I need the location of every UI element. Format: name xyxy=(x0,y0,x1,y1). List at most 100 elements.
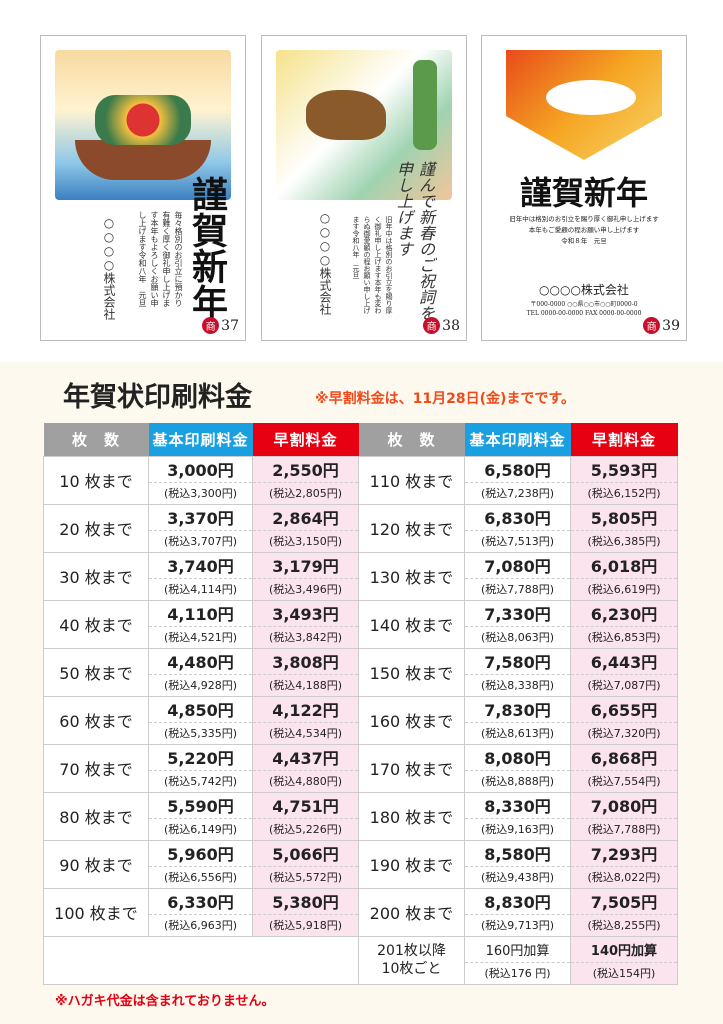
quantity-label: 170 枚まで xyxy=(358,743,465,793)
early-price-tax: (税込6,619円) xyxy=(570,578,678,601)
greeting: 謹賀新年 xyxy=(186,176,228,320)
quantity-label: 90 枚まで xyxy=(43,839,149,889)
basic-price: 3,740円 xyxy=(148,551,253,579)
quantity-label: 180 枚まで xyxy=(358,791,465,841)
early-price: 3,808円 xyxy=(252,647,359,675)
basic-price-tax: (税込6,963円) xyxy=(148,914,253,937)
card-sample-37[interactable]: 謹賀新年 毎々格別のお引立に預かり有難く厚く御礼申し上げます本年もよろしくお願い… xyxy=(40,35,246,341)
table-row-extra-tax: (税込176 円) (税込154円) xyxy=(44,962,678,985)
early-discount-note: ※早割料金は、11月28日(金)までです。 xyxy=(315,391,575,407)
early-price-tax: (税込3,842円) xyxy=(252,626,359,649)
early-price-tax: (税込4,880円) xyxy=(252,770,359,793)
table-row: 20 枚まで 3,370円 2,864円 120 枚まで 6,830円 5,805円 xyxy=(43,503,678,553)
greeting: 謹んで新春のご祝詞を申し上げます xyxy=(394,161,435,321)
basic-price: 6,580円 xyxy=(464,455,571,483)
early-price: 2,550円 xyxy=(252,455,359,483)
early-price-tax: (税込7,087円) xyxy=(570,674,678,697)
basic-price: 5,960円 xyxy=(148,839,253,867)
early-price-tax: (税込8,022円) xyxy=(570,866,678,889)
card-samples-area: 謹賀新年 毎々格別のお引立に預かり有難く厚く御礼申し上げます本年もよろしくお願い… xyxy=(0,0,723,362)
basic-price-tax: (税込5,742円) xyxy=(148,770,253,793)
early-price: 5,066円 xyxy=(252,839,359,867)
basic-price-tax: (税込7,788円) xyxy=(464,578,571,601)
header-count: 枚 数 xyxy=(43,423,149,456)
quantity-label: 80 枚まで xyxy=(43,791,149,841)
basic-price-tax: (税込8,613円) xyxy=(464,722,571,745)
early-price-tax: (税込5,572円) xyxy=(252,866,359,889)
extra-label: 201枚以降 10枚ごと xyxy=(358,935,465,985)
early-price: 6,230円 xyxy=(570,599,678,627)
early-price-tax: (税込3,496円) xyxy=(252,578,359,601)
quantity-label: 140 枚まで xyxy=(358,599,465,649)
basic-price-tax: (税込9,163円) xyxy=(464,818,571,841)
quantity-label: 20 枚まで xyxy=(43,503,149,553)
basic-price: 6,330円 xyxy=(148,887,253,915)
basic-price-tax: (税込9,438円) xyxy=(464,866,571,889)
card-number: 商 39 xyxy=(643,317,680,334)
quantity-label: 160 枚まで xyxy=(358,695,465,745)
basic-price: 4,110円 xyxy=(148,599,253,627)
basic-price-tax: (税込4,928円) xyxy=(148,674,253,697)
early-price-tax: (税込4,534円) xyxy=(252,722,359,745)
greeting: 謹賀新年 xyxy=(519,174,648,212)
quantity-label: 100 枚まで xyxy=(43,887,149,937)
early-price-tax: (税込6,152円) xyxy=(570,482,678,505)
early-price-tax: (税込6,385円) xyxy=(570,530,678,553)
basic-price: 3,370円 xyxy=(148,503,253,531)
basic-price-tax: (税込7,238円) xyxy=(464,482,571,505)
basic-price-tax: (税込5,335円) xyxy=(148,722,253,745)
basic-price-tax: (税込3,300円) xyxy=(148,482,253,505)
basic-price-tax: (税込6,149円) xyxy=(148,818,253,841)
basic-price: 8,580円 xyxy=(464,839,571,867)
basic-price-tax: (税込7,513円) xyxy=(464,530,571,553)
early-price: 3,493円 xyxy=(252,599,359,627)
early-price: 7,293円 xyxy=(570,839,678,867)
basic-price: 7,330円 xyxy=(464,599,571,627)
company: ○○○○株式会社 xyxy=(318,211,332,315)
table-row: 100 枚まで 6,330円 5,380円 200 枚まで 8,830円 7,505円 xyxy=(43,887,678,937)
early-price: 6,018円 xyxy=(570,551,678,579)
card-sample-38[interactable]: 謹んで新春のご祝詞を申し上げます 旧年中は格別のお引立を賜り厚く御礼申し上げます… xyxy=(261,35,467,341)
early-price: 2,864円 xyxy=(252,503,359,531)
quantity-label: 60 枚まで xyxy=(43,695,149,745)
card-number: 商 38 xyxy=(423,317,460,334)
basic-price: 5,590円 xyxy=(148,791,253,819)
quantity-label: 190 枚まで xyxy=(358,839,465,889)
table-row: 30 枚まで 3,740円 3,179円 130 枚まで 7,080円 6,018円 xyxy=(43,551,678,601)
company: ○○○○株式会社 xyxy=(102,216,116,320)
table-row: 70 枚まで 5,220円 4,437円 170 枚まで 8,080円 6,868円 xyxy=(43,743,678,793)
early-price: 7,505円 xyxy=(570,887,678,915)
extra-early-tax: (税込154円) xyxy=(570,962,678,985)
table-row: 90 枚まで 5,960円 5,066円 190 枚まで 8,580円 7,293円 xyxy=(43,839,678,889)
basic-price-tax: (税込8,063円) xyxy=(464,626,571,649)
message: 旧年中は格別のお引立を賜り厚く御礼申し上げます本年も変わらぬ御愛顧の程お願い申し… xyxy=(352,216,393,314)
quantity-label: 40 枚まで xyxy=(43,599,149,649)
contact: 〒000-0000 ○○県○○市○○町0000-0 TEL 0000-00-000… xyxy=(526,301,642,317)
card-sample-39[interactable]: 謹賀新年 旧年中は格別のお引立を賜り厚く御礼申し上げます 本年もご愛顧の程お願い申… xyxy=(481,35,687,341)
basic-price-tax: (税込8,888円) xyxy=(464,770,571,793)
table-row-tax: (税込3,707円) (税込3,150円) (税込7,513円) (税込6,385円) xyxy=(44,530,678,553)
early-price: 6,443円 xyxy=(570,647,678,675)
early-price-tax: (税込7,554円) xyxy=(570,770,678,793)
table-row: 40 枚まで 4,110円 3,493円 140 枚まで 7,330円 6,230円 xyxy=(43,599,678,649)
product-mark-icon: 商 xyxy=(202,317,220,334)
early-price-tax: (税込5,918円) xyxy=(252,914,359,937)
treasure-ship-illustration xyxy=(55,50,231,200)
basic-price: 7,580円 xyxy=(464,647,571,675)
table-row-tax: (税込6,556円) (税込5,572円) (税込9,438円) (税込8,022円) xyxy=(44,866,678,889)
early-price-tax: (税込7,788円) xyxy=(570,818,678,841)
table-header: 枚 数 基本印刷料金 早割料金 枚 数 基本印刷料金 早割料金 xyxy=(43,423,678,456)
extra-early: 140円加算 xyxy=(570,935,678,963)
basic-price: 8,080円 xyxy=(464,743,571,771)
early-price: 5,593円 xyxy=(570,455,678,483)
table-row: 50 枚まで 4,480円 3,808円 150 枚まで 7,580円 6,443円 xyxy=(43,647,678,697)
empty-cell xyxy=(43,935,359,985)
extra-basic: 160円加算 xyxy=(464,935,571,963)
quantity-label: 130 枚まで xyxy=(358,551,465,601)
early-price: 7,080円 xyxy=(570,791,678,819)
quantity-label: 110 枚まで xyxy=(358,455,465,505)
product-mark-icon: 商 xyxy=(423,317,441,334)
early-price: 3,179円 xyxy=(252,551,359,579)
quantity-label: 10 枚まで xyxy=(43,455,149,505)
early-price: 6,868円 xyxy=(570,743,678,771)
